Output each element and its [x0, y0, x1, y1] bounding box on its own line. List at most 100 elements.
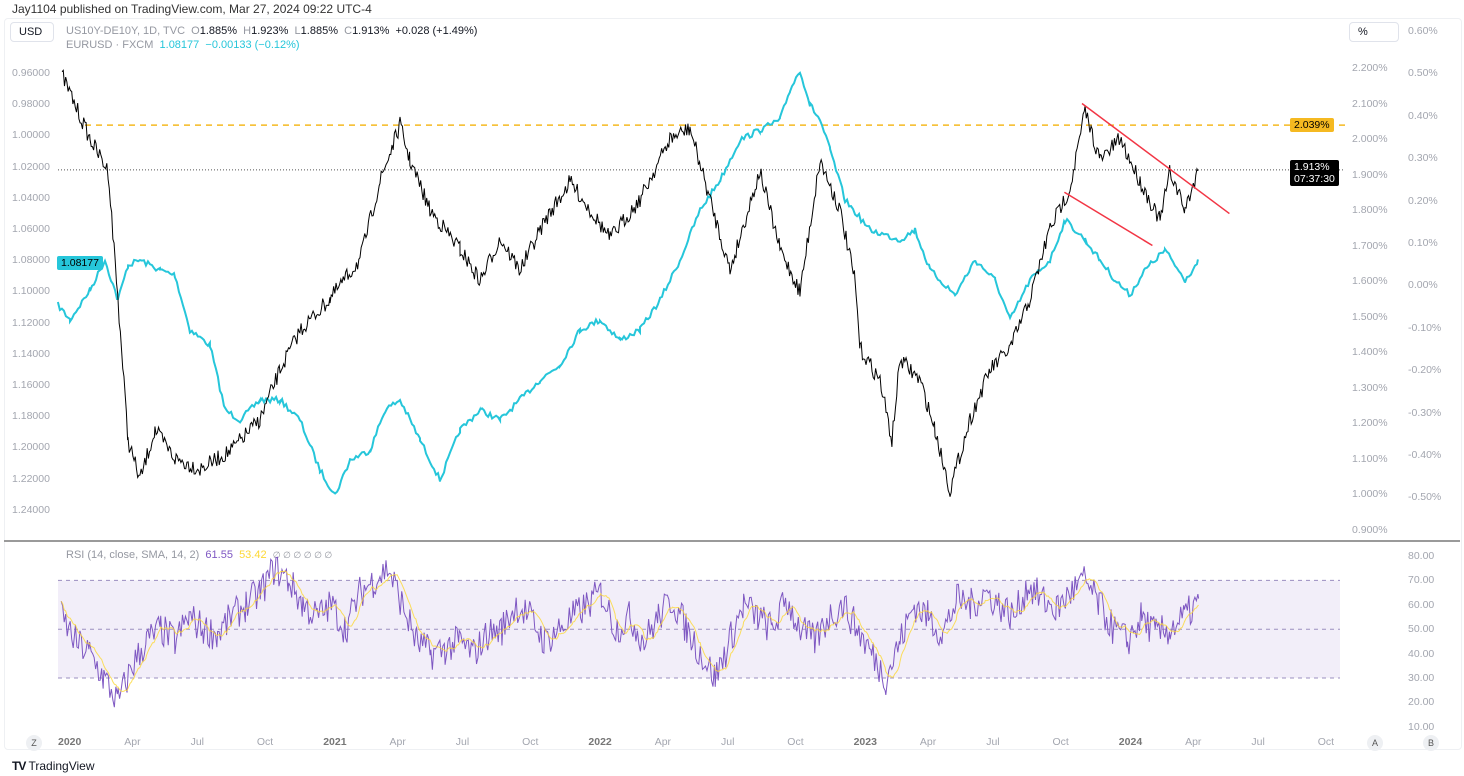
left-axis-label: 1.18000	[12, 410, 50, 423]
timezone-z-button[interactable]: Z	[26, 735, 42, 751]
rsi-axis-label: 40.00	[1408, 647, 1435, 660]
left-axis-label: 1.10000	[12, 285, 50, 298]
publisher-line: Jay1104 published on TradingView.com, Ma…	[12, 2, 372, 16]
rsi-legend[interactable]: RSI (14, close, SMA, 14, 2) 61.55 53.42 …	[66, 549, 332, 561]
spread-axis-label: 0.900%	[1352, 523, 1388, 536]
left-axis-label: 1.06000	[12, 223, 50, 235]
overlay-value: 1.08177	[159, 39, 200, 51]
time-axis-label: 2021	[323, 736, 347, 748]
left-axis-label: 1.08000	[12, 254, 50, 267]
left-axis-label: 0.98000	[12, 98, 50, 111]
left-axis-label: 1.00000	[12, 129, 50, 142]
eurusd-line	[56, 71, 1199, 495]
rsi-axis-label: 70.00	[1408, 574, 1435, 587]
rsi-axis-label: 60.00	[1408, 598, 1435, 611]
spread-axis-label: 2.000%	[1352, 133, 1388, 145]
right-axis-label: -0.30%	[1408, 406, 1442, 419]
spread-axis-label: 1.100%	[1352, 452, 1388, 465]
time-axis-label: Jul	[986, 736, 1000, 748]
right-axis-label: -0.50%	[1408, 491, 1442, 504]
time-axis-label: Oct	[256, 736, 274, 748]
rsi-sma-value: 53.42	[239, 549, 267, 561]
time-axis-label: 2020	[58, 736, 82, 748]
close-value: 1.913%	[352, 25, 390, 37]
left-axis-label: 1.22000	[12, 472, 50, 485]
last-price-tag: 1.913% 07:37:30	[1290, 160, 1339, 186]
auto-scale-button[interactable]: A	[1367, 735, 1383, 751]
time-axis-label: Jul	[721, 736, 735, 748]
spread-axis-label: 1.300%	[1352, 381, 1388, 394]
rsi-line	[60, 556, 1200, 708]
main-legend[interactable]: US10Y-DE10Y, 1D, TVC O1.885% H1.923% L1.…	[66, 25, 478, 37]
bar-countdown: 07:37:30	[1294, 173, 1335, 185]
rsi-axis-label: 50.00	[1408, 623, 1435, 636]
right-axis-label: -0.40%	[1408, 449, 1442, 461]
right-axis-label: 0.30%	[1408, 152, 1438, 165]
time-axis-label: Oct	[522, 736, 539, 748]
left-axis-label: 1.04000	[12, 191, 50, 204]
left-axis-label: 1.02000	[12, 160, 50, 173]
rsi-axis-label: 20.00	[1408, 696, 1435, 709]
right-axis-label: 0.40%	[1408, 109, 1438, 122]
rsi-label: RSI (14, close, SMA, 14, 2)	[66, 549, 200, 561]
rsi-na-values: ∅ ∅ ∅ ∅ ∅ ∅	[272, 550, 333, 560]
change-value: +0.028 (+1.49%)	[395, 25, 478, 37]
b-button[interactable]: B	[1423, 735, 1439, 751]
eurusd-price-tag: 1.08177	[57, 256, 103, 270]
overlay-legend[interactable]: EURUSD · FXCM 1.08177 −0.00133 (−0.12%)	[66, 39, 300, 51]
right-axis-label: 0.20%	[1408, 194, 1438, 207]
time-axis-label: Jul	[190, 736, 205, 748]
spread-line	[61, 69, 1199, 497]
tradingview-logo[interactable]: TV TradingView	[12, 759, 95, 773]
time-axis-label: 2023	[853, 736, 877, 748]
main-symbol: US10Y-DE10Y, 1D, TVC	[66, 25, 186, 37]
time-axis-label: 2022	[588, 736, 612, 748]
pane-separator[interactable]	[4, 540, 1460, 542]
trend-line-upper	[1081, 102, 1230, 215]
spread-axis-label: 1.800%	[1352, 204, 1388, 216]
right-axis-label: -0.10%	[1408, 321, 1442, 334]
rsi-axis-label: 30.00	[1408, 672, 1435, 684]
time-axis-label: Apr	[389, 736, 406, 748]
spread-axis-label: 1.900%	[1352, 168, 1388, 181]
time-axis-label: Apr	[1185, 736, 1202, 748]
trend-line-lower	[1064, 191, 1153, 247]
left-axis-label: 1.16000	[12, 379, 50, 391]
spread-axis-label: 1.400%	[1352, 346, 1388, 358]
time-axis-label: 2024	[1118, 736, 1143, 748]
level-price-tag: 2.039%	[1290, 118, 1334, 132]
time-axis-label: Oct	[787, 736, 804, 748]
spread-axis-label: 2.100%	[1352, 97, 1388, 110]
low-value: 1.885%	[300, 25, 338, 37]
currency-button[interactable]: USD	[10, 22, 54, 42]
left-axis-label: 1.20000	[12, 441, 50, 454]
rsi-value: 61.55	[205, 549, 233, 561]
time-axis-label: Jul	[1251, 736, 1265, 748]
chart-frame	[4, 18, 1462, 750]
spread-axis-label: 1.200%	[1352, 417, 1388, 429]
spread-axis-label: 2.200%	[1352, 62, 1388, 74]
right-axis-label: 0.10%	[1408, 237, 1438, 249]
left-axis-label: 1.24000	[12, 503, 50, 516]
percent-scale-button[interactable]: %	[1349, 22, 1399, 42]
spread-axis-label: 1.500%	[1352, 310, 1388, 323]
overlay-symbol: EURUSD · FXCM	[66, 39, 154, 51]
time-axis-label: Jul	[455, 736, 470, 748]
time-axis-label: Oct	[1052, 736, 1069, 748]
open-value: 1.885%	[199, 25, 238, 37]
left-axis-label: 1.14000	[12, 347, 50, 360]
rsi-axis-label: 80.00	[1408, 550, 1435, 562]
spread-axis-label: 1.700%	[1352, 239, 1388, 252]
spread-axis-label: 1.600%	[1352, 275, 1388, 287]
time-axis-label: Apr	[124, 736, 141, 748]
rsi-sma-line	[60, 570, 1199, 693]
overlay-change: −0.00133 (−0.12%)	[205, 39, 300, 51]
time-axis-label: Apr	[919, 736, 937, 748]
right-axis-label: -0.20%	[1408, 364, 1442, 377]
right-axis-label: 0.00%	[1408, 279, 1438, 292]
time-axis-label: Oct	[1317, 736, 1335, 748]
time-axis-label: Apr	[654, 736, 672, 748]
left-axis-label: 0.96000	[12, 67, 50, 79]
high-value: 1.923%	[251, 25, 289, 37]
